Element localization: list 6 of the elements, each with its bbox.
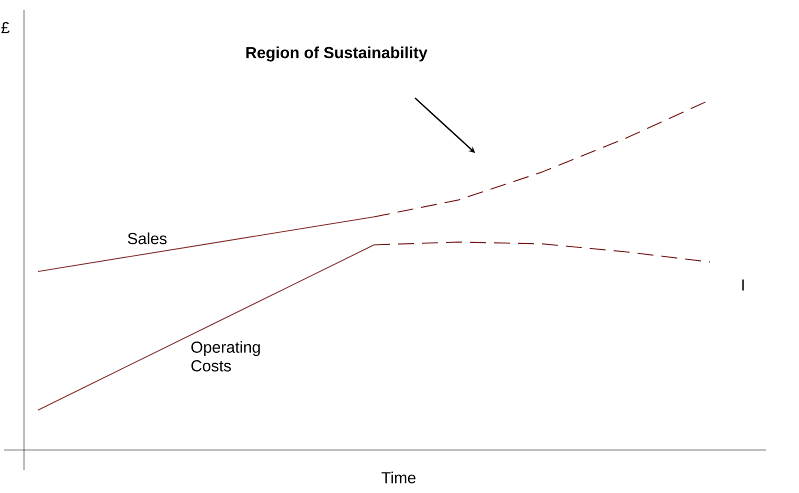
series-label: Sales: [128, 232, 167, 244]
y-axis-title: £: [1, 22, 10, 34]
text: Region of Sustainability: [246, 46, 428, 62]
annotation: I: [742, 280, 744, 291]
series-label: Operating Costs: [191, 341, 260, 372]
x-axis-title: Time: [382, 472, 416, 484]
